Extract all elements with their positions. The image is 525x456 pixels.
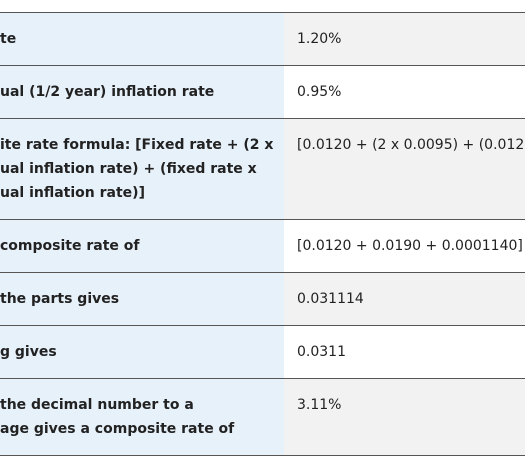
value-text: 0.031114 <box>297 291 364 307</box>
value-text: [0.0120 + (2 x 0.0095) + (0.0120 <box>297 137 525 153</box>
label-text: ual inflation rate) + (fixed rate x <box>0 161 257 177</box>
table: te 1.20% ual (1/2 year) inflation rate 0.95… <box>0 12 525 456</box>
value-cell: [0.0120 + 0.0190 + 0.0001140] <box>284 220 525 272</box>
label-text: te <box>0 31 17 47</box>
value-cell: 3.11% <box>284 379 525 455</box>
value-cell: [0.0120 + (2 x 0.0095) + (0.0120 <box>284 119 525 219</box>
table-row: ual (1/2 year) inflation rate 0.95% <box>0 66 525 119</box>
value-text: 1.20% <box>297 31 342 47</box>
label-text: the parts gives <box>0 291 120 307</box>
label-cell: the parts gives <box>0 273 284 325</box>
value-text: 0.0311 <box>297 344 346 360</box>
value-cell: 0.95% <box>284 66 525 118</box>
table-row: ite rate formula: [Fixed rate + (2 x ual … <box>0 119 525 220</box>
label-cell: g gives <box>0 326 284 378</box>
table-row: the parts gives 0.031114 <box>0 273 525 326</box>
table-row: the decimal number to a age gives a compo… <box>0 379 525 456</box>
value-cell: 1.20% <box>284 13 525 65</box>
table-row: te 1.20% <box>0 13 525 66</box>
label-text: ite rate formula: [Fixed rate + (2 x <box>0 137 274 153</box>
label-cell: the decimal number to a age gives a compo… <box>0 379 284 455</box>
label-text: ual (1/2 year) inflation rate <box>0 84 215 100</box>
value-cell: 0.031114 <box>284 273 525 325</box>
label-text: ual inflation rate)] <box>0 185 145 201</box>
label-cell: composite rate of <box>0 220 284 272</box>
label-text: the decimal number to a <box>0 397 194 413</box>
label-cell: te <box>0 13 284 65</box>
label-text: g gives <box>0 344 57 360</box>
value-text: 3.11% <box>297 397 342 413</box>
label-text: age gives a composite rate of <box>0 421 235 437</box>
value-text: [0.0120 + 0.0190 + 0.0001140] <box>297 238 523 254</box>
value-cell: 0.0311 <box>284 326 525 378</box>
page: te 1.20% ual (1/2 year) inflation rate 0.95… <box>0 12 525 456</box>
value-text: 0.95% <box>297 84 342 100</box>
label-cell: ite rate formula: [Fixed rate + (2 x ual … <box>0 119 284 219</box>
table-row: g gives 0.0311 <box>0 326 525 379</box>
label-text: composite rate of <box>0 238 140 254</box>
table-row: composite rate of [0.0120 + 0.0190 + 0.00… <box>0 220 525 273</box>
label-cell: ual (1/2 year) inflation rate <box>0 66 284 118</box>
